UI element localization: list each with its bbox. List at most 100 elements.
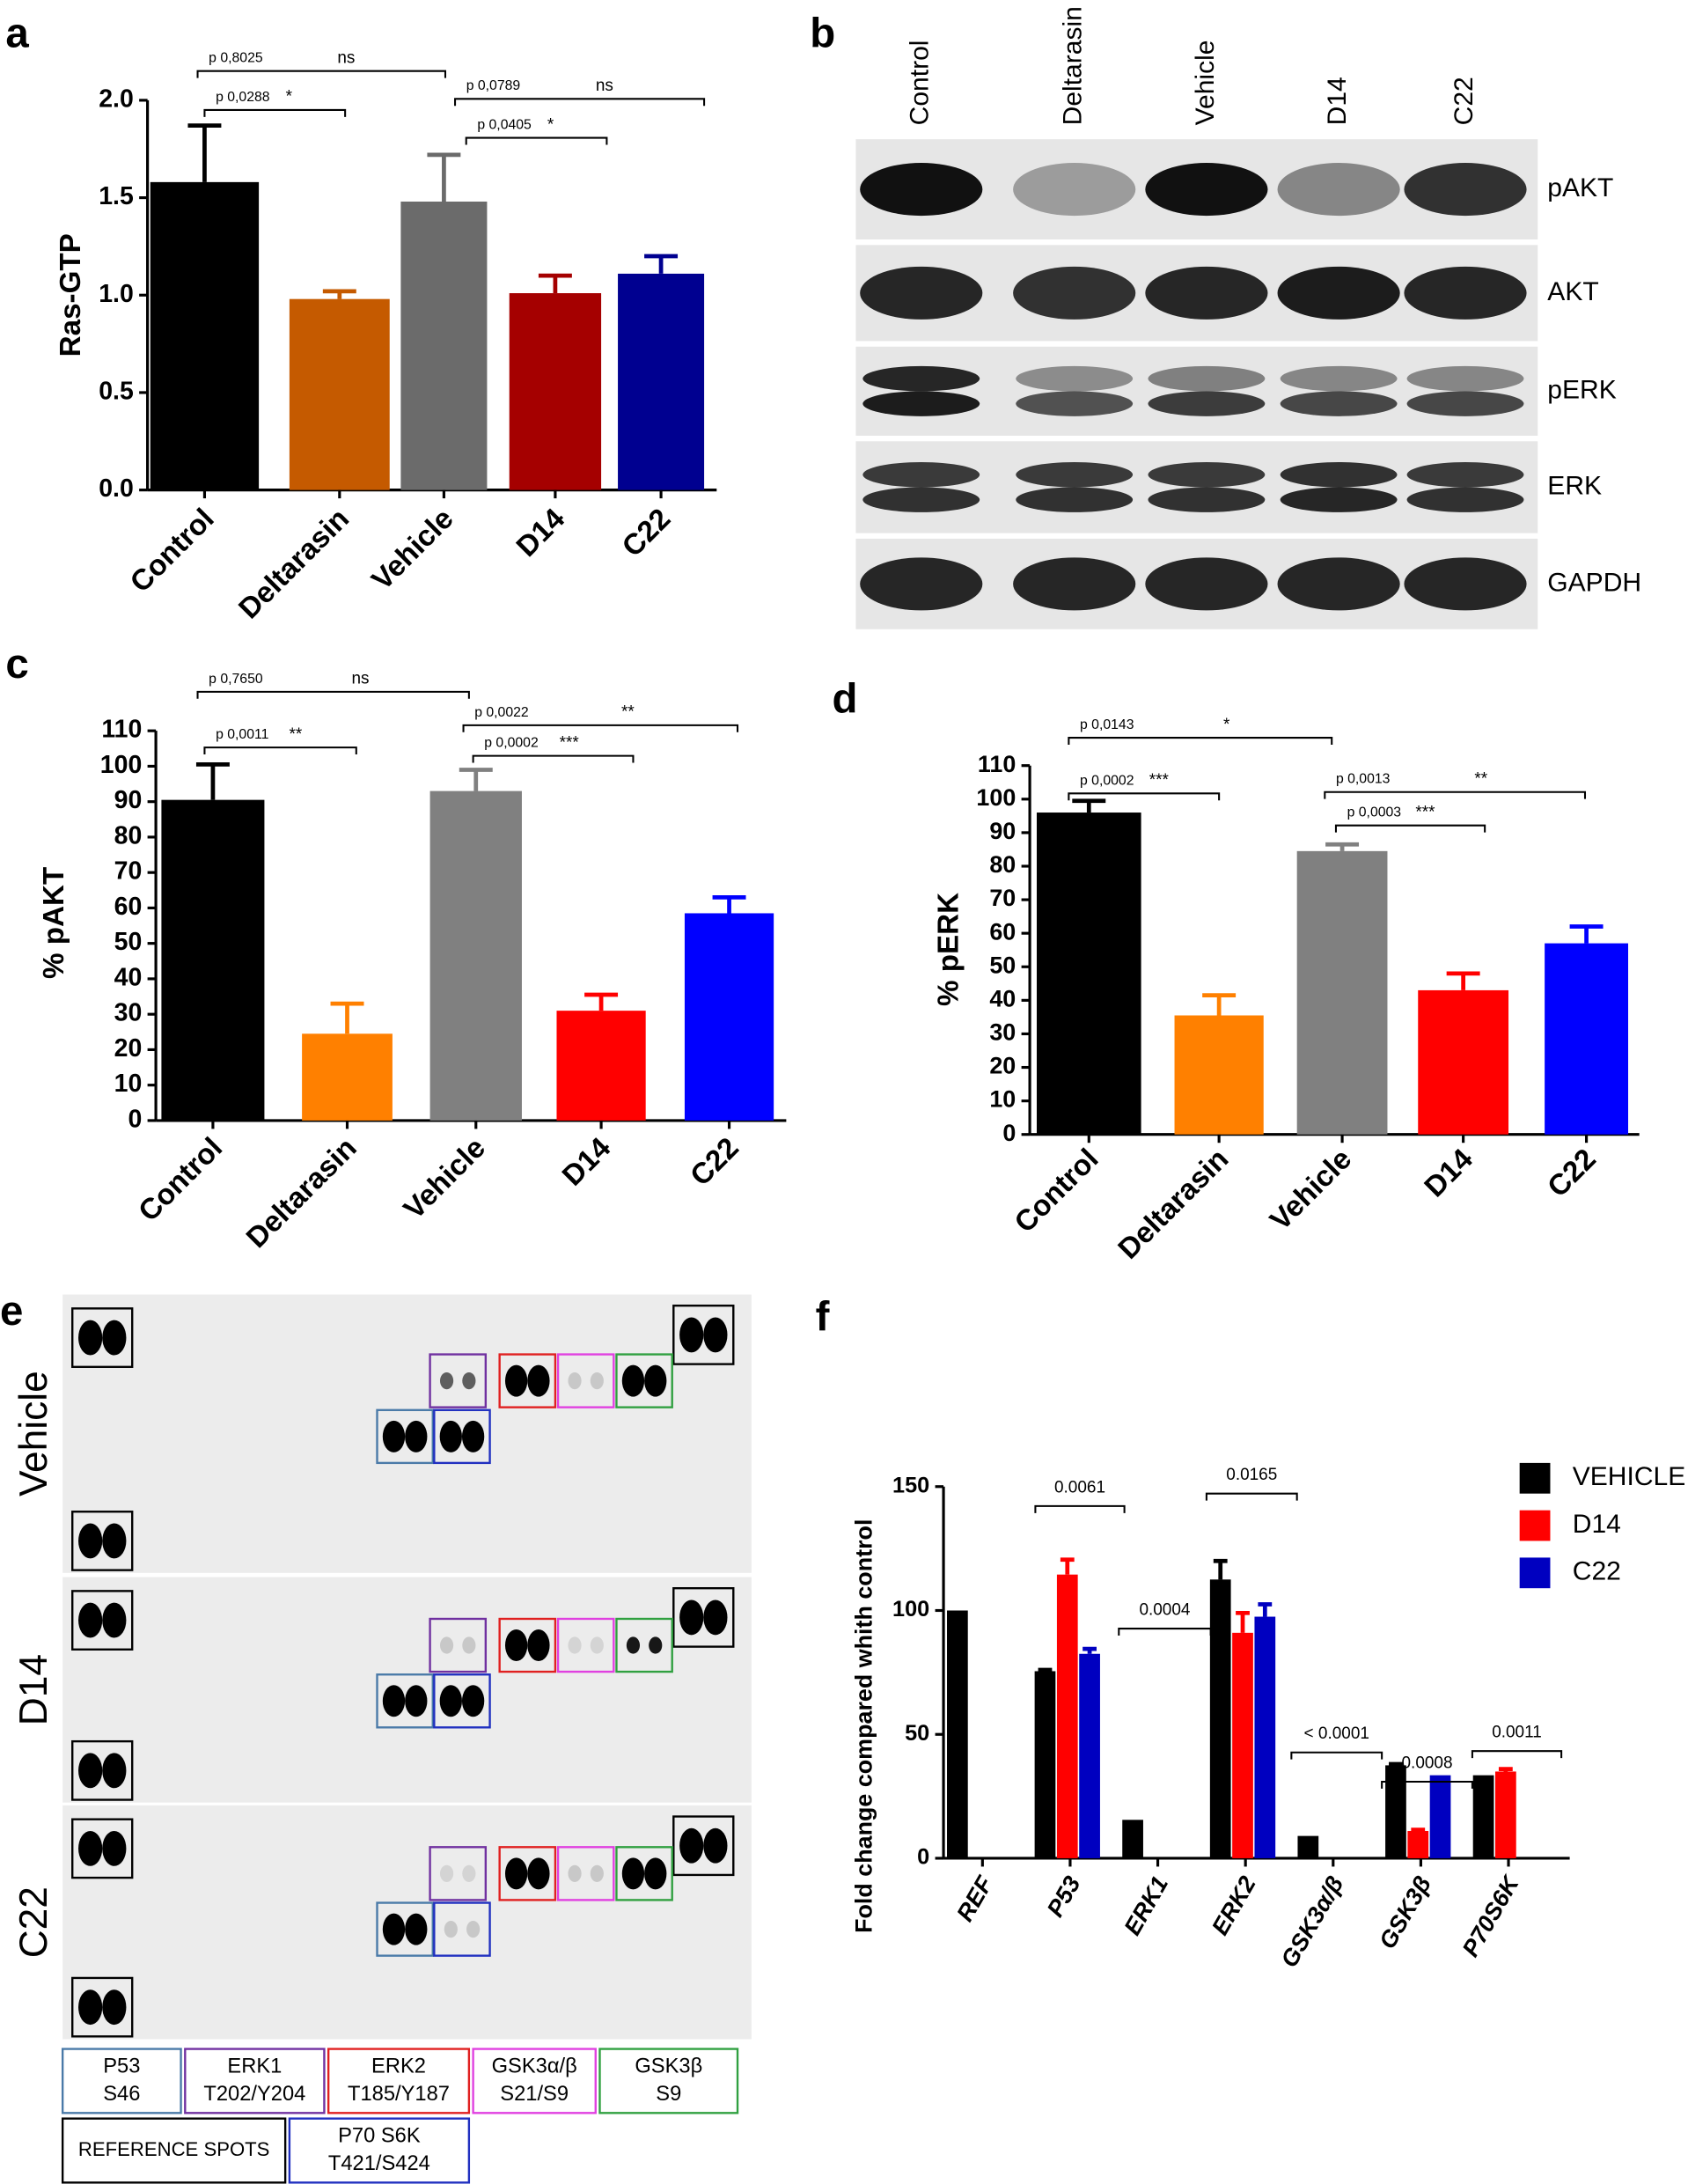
error-bar bbox=[644, 254, 679, 274]
ref-box bbox=[71, 1511, 134, 1571]
band bbox=[1016, 462, 1134, 488]
error-bar bbox=[1569, 924, 1604, 944]
spot-box bbox=[556, 1617, 615, 1673]
y-tick-label: 30 bbox=[114, 999, 143, 1027]
y-tick-label: 40 bbox=[989, 985, 1016, 1011]
significance-bracket bbox=[196, 70, 447, 78]
x-tick-label: Deltarasin bbox=[1112, 1143, 1236, 1266]
ref-box bbox=[71, 1739, 134, 1801]
dot bbox=[461, 1685, 485, 1717]
y-tick-label: 80 bbox=[114, 821, 143, 849]
band bbox=[1280, 365, 1398, 392]
dot bbox=[462, 1864, 476, 1882]
y-tick-label: 0 bbox=[1002, 1120, 1016, 1146]
p-value: 0.0011 bbox=[1492, 1724, 1542, 1742]
error-bar bbox=[1202, 993, 1237, 1016]
x-tick-label: GSK3α/β bbox=[1275, 1871, 1348, 1972]
x-tick-label: Vehicle bbox=[398, 1131, 492, 1225]
legend-site: S21/S9 bbox=[500, 2083, 569, 2106]
legend-target: P53 bbox=[103, 2055, 140, 2077]
spot-box bbox=[498, 1617, 557, 1673]
band bbox=[1277, 163, 1400, 217]
y-tick-label: 20 bbox=[114, 1034, 143, 1063]
dot bbox=[102, 1320, 127, 1356]
dot bbox=[568, 1864, 582, 1882]
spot-box bbox=[376, 1673, 434, 1729]
legend-site: T202/Y204 bbox=[203, 2083, 305, 2106]
legend-box bbox=[472, 2048, 597, 2114]
dot bbox=[78, 1753, 103, 1789]
legend-box bbox=[288, 2117, 471, 2184]
bar bbox=[556, 1011, 646, 1121]
y-tick-label: 60 bbox=[114, 893, 143, 921]
y-tick-label: 100 bbox=[892, 1597, 929, 1621]
dot bbox=[78, 1830, 103, 1866]
bar bbox=[1122, 1820, 1143, 1858]
spot-box bbox=[433, 1408, 491, 1465]
dot bbox=[504, 1857, 528, 1890]
ref-box bbox=[71, 1976, 134, 2038]
y-tick-label: 90 bbox=[989, 818, 1016, 844]
p-value: 0.0165 bbox=[1226, 1466, 1277, 1484]
dot bbox=[527, 1629, 550, 1662]
significance-bracket bbox=[203, 108, 347, 117]
band bbox=[1280, 487, 1398, 512]
dot bbox=[621, 1857, 645, 1890]
x-tick-label: C22 bbox=[1542, 1143, 1603, 1203]
y-tick-label: 0 bbox=[917, 1845, 929, 1870]
dot bbox=[649, 1636, 663, 1654]
x-tick-label: Vehicle bbox=[1264, 1143, 1358, 1237]
row-label: pAKT bbox=[1547, 173, 1613, 202]
lane-label: Deltarasin bbox=[1059, 6, 1088, 125]
legend-box bbox=[184, 2048, 326, 2114]
bar bbox=[1385, 1765, 1406, 1858]
legend-label: D14 bbox=[1573, 1510, 1621, 1539]
dot bbox=[466, 1920, 481, 1938]
band bbox=[1406, 487, 1524, 512]
y-tick-label: 50 bbox=[989, 952, 1016, 978]
dot bbox=[102, 1523, 127, 1559]
legend-target: ERK2 bbox=[371, 2055, 426, 2077]
y-tick-label: 20 bbox=[989, 1053, 1016, 1079]
band bbox=[1016, 365, 1134, 392]
p-value: 0.0061 bbox=[1054, 1478, 1105, 1496]
p-value: p 0,0011 bbox=[216, 727, 269, 742]
y-tick-label: 1.0 bbox=[99, 280, 134, 308]
significance-bracket bbox=[462, 724, 739, 732]
significance-bracket bbox=[1290, 1751, 1383, 1760]
bar bbox=[400, 202, 488, 490]
dot bbox=[444, 1920, 458, 1938]
bar bbox=[1495, 1771, 1516, 1858]
legend-box bbox=[327, 2048, 471, 2114]
legend-swatch bbox=[1519, 1462, 1551, 1494]
row-label: D14 bbox=[12, 1654, 55, 1725]
x-tick-label: Deltarasin bbox=[240, 1131, 363, 1254]
significance: * bbox=[547, 115, 554, 134]
dot bbox=[703, 1599, 728, 1636]
x-tick-label: C22 bbox=[685, 1131, 745, 1192]
p-value: p 0,0022 bbox=[474, 705, 529, 720]
dot bbox=[679, 1317, 704, 1353]
y-tick-label: 1.5 bbox=[99, 182, 134, 210]
band bbox=[1404, 557, 1527, 611]
band bbox=[1016, 391, 1134, 416]
significance-bracket bbox=[454, 98, 706, 107]
dot bbox=[102, 1989, 127, 2026]
significance-bracket bbox=[1034, 1504, 1126, 1513]
band bbox=[860, 557, 983, 611]
y-tick-label: 150 bbox=[892, 1473, 929, 1497]
significance-bracket bbox=[1381, 1780, 1473, 1789]
band bbox=[1406, 391, 1524, 416]
band bbox=[1148, 487, 1266, 512]
x-tick-label: P70S6K bbox=[1457, 1870, 1525, 1961]
x-tick-label: REF bbox=[951, 1871, 998, 1926]
x-tick-label: ERK2 bbox=[1207, 1871, 1261, 1939]
lane-label: Control bbox=[906, 40, 935, 126]
bar bbox=[1296, 850, 1388, 1135]
bar bbox=[1232, 1632, 1253, 1858]
lane-label: C22 bbox=[1449, 77, 1479, 125]
row-label: pERK bbox=[1547, 375, 1616, 404]
panel-label: a bbox=[5, 11, 29, 57]
